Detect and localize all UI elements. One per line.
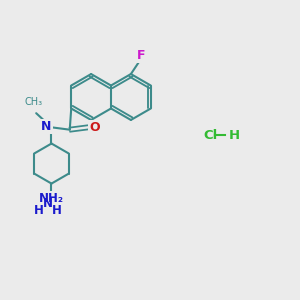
Text: F: F [137, 49, 146, 62]
Text: H: H [34, 204, 44, 217]
Text: O: O [89, 121, 100, 134]
Text: H: H [229, 129, 240, 142]
Text: NH₂: NH₂ [39, 192, 64, 205]
Text: H: H [52, 204, 62, 217]
Text: Cl: Cl [203, 129, 217, 142]
Text: N: N [43, 197, 53, 210]
Text: N: N [41, 120, 52, 133]
Text: CH₃: CH₃ [25, 97, 43, 107]
